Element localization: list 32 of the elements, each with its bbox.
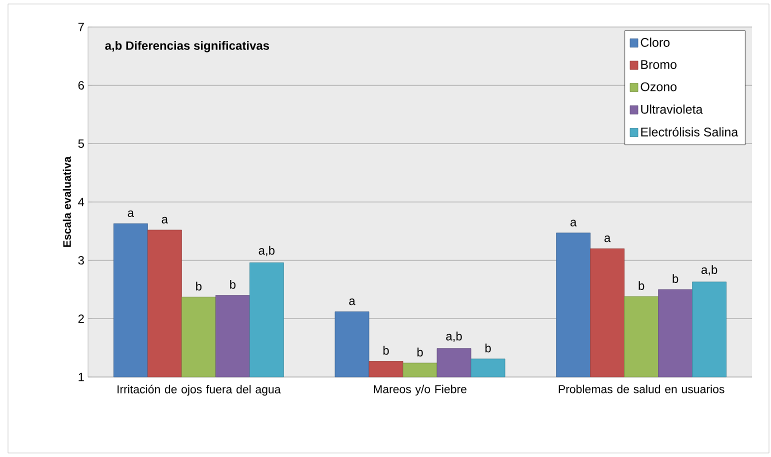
y-tick-label: 6 — [78, 81, 84, 90]
y-tick-label: 7 — [78, 22, 84, 32]
legend-label: Cloro — [640, 38, 670, 47]
data-label: a,b — [258, 246, 275, 256]
y-tick-label: 2 — [78, 314, 84, 323]
y-axis-title: Escala evaluativa — [62, 156, 71, 247]
annotation: a,b Diferencias significativas — [105, 41, 270, 52]
y-tick-label: 3 — [78, 256, 84, 265]
y-tick-label: 5 — [78, 139, 84, 148]
data-label: a,b — [446, 332, 462, 342]
legend-label: Ultravioleta — [641, 104, 703, 114]
data-label: b — [638, 281, 644, 290]
data-label: b — [230, 280, 236, 289]
data-label: b — [485, 344, 491, 352]
x-tick-label: Irritación de ojos fuera del agua — [118, 384, 281, 396]
legend-label: Bromo — [641, 60, 676, 69]
data-label: a — [604, 236, 611, 242]
data-label: b — [383, 346, 389, 355]
data-label: a — [128, 210, 134, 218]
data-label: b — [417, 348, 423, 356]
legend-label: Ozono — [640, 82, 677, 92]
x-tick-label: Mareos y/o Fiebre — [374, 384, 466, 396]
data-label: a — [349, 298, 356, 306]
data-label: b — [196, 282, 202, 291]
data-label: a — [570, 220, 577, 226]
x-tick-label: Problemas de salud en usuarios — [558, 384, 724, 394]
data-label: a — [162, 216, 168, 224]
data-label: b — [672, 274, 678, 283]
data-label: a,b — [701, 265, 718, 276]
y-tick-label: 1 — [78, 372, 84, 382]
y-tick-label: 4 — [78, 198, 84, 206]
legend-label: Electrólisis Salina — [641, 127, 738, 136]
